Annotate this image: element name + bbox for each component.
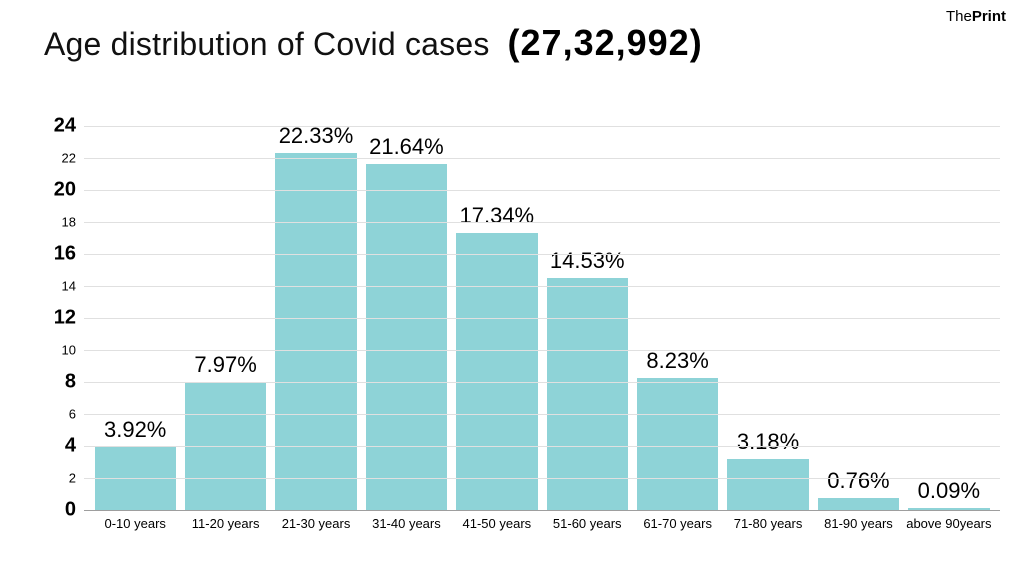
bar-slot: 3.18% <box>723 110 813 510</box>
title-block: Age distribution of Covid cases (27,32,9… <box>44 22 703 64</box>
bar-value-label: 0.76% <box>827 468 889 498</box>
bar-value-label: 0.09% <box>918 478 980 508</box>
x-tick-label: 11-20 years <box>180 510 270 550</box>
x-tick-label: above 90years <box>904 510 994 550</box>
brand-logo: ThePrint <box>946 8 1006 25</box>
y-tick-label: 0 <box>40 499 76 522</box>
x-tick-label: 81-90 years <box>813 510 903 550</box>
bar-slot: 17.34% <box>452 110 542 510</box>
y-tick-label: 6 <box>40 407 76 422</box>
x-tick-label: 41-50 years <box>452 510 542 550</box>
x-tick-label: 51-60 years <box>542 510 632 550</box>
bar-slot: 0.76% <box>813 110 903 510</box>
bar-value-label: 17.34% <box>460 203 535 233</box>
y-tick-label: 12 <box>40 307 76 330</box>
plot-area: 3.92%7.97%22.33%21.64%17.34%14.53%8.23%3… <box>84 110 1000 510</box>
gridline <box>84 126 1000 127</box>
y-tick-label: 10 <box>40 343 76 358</box>
gridline <box>84 446 1000 447</box>
gridline <box>84 414 1000 415</box>
bar-slot: 3.92% <box>90 110 180 510</box>
y-tick-label: 8 <box>40 371 76 394</box>
x-tick-label: 71-80 years <box>723 510 813 550</box>
x-tick-label: 61-70 years <box>632 510 722 550</box>
brand-suffix: Print <box>972 8 1006 25</box>
bar-slot: 8.23% <box>632 110 722 510</box>
y-tick-label: 22 <box>40 151 76 166</box>
x-tick-label: 0-10 years <box>90 510 180 550</box>
bar-slot: 21.64% <box>361 110 451 510</box>
bar: 8.23% <box>637 378 718 510</box>
gridline <box>84 382 1000 383</box>
x-axis-labels: 0-10 years11-20 years21-30 years31-40 ye… <box>84 510 1000 550</box>
gridline <box>84 254 1000 255</box>
bar: 22.33% <box>275 153 356 510</box>
y-tick-label: 4 <box>40 435 76 458</box>
bar: 3.18% <box>727 459 808 510</box>
bar-value-label: 8.23% <box>646 348 708 378</box>
bar-value-label: 3.92% <box>104 417 166 447</box>
bar: 0.76% <box>818 498 899 510</box>
bar-value-label: 7.97% <box>194 352 256 382</box>
chart-total: (27,32,992) <box>508 22 703 64</box>
y-tick-label: 18 <box>40 215 76 230</box>
gridline <box>84 158 1000 159</box>
chart-title: Age distribution of Covid cases <box>44 26 490 63</box>
bar: 21.64% <box>366 164 447 510</box>
gridline <box>84 318 1000 319</box>
bar-value-label: 22.33% <box>279 123 354 153</box>
bar-slot: 22.33% <box>271 110 361 510</box>
x-tick-label: 21-30 years <box>271 510 361 550</box>
bar-slot: 7.97% <box>180 110 270 510</box>
y-tick-label: 16 <box>40 243 76 266</box>
bar-value-label: 3.18% <box>737 429 799 459</box>
y-axis: 048121620242610141822 <box>40 110 84 510</box>
brand-prefix: The <box>946 8 972 25</box>
gridline <box>84 222 1000 223</box>
gridline <box>84 350 1000 351</box>
bar-slot: 0.09% <box>904 110 994 510</box>
gridline <box>84 478 1000 479</box>
gridline <box>84 190 1000 191</box>
y-tick-label: 14 <box>40 279 76 294</box>
bars-container: 3.92%7.97%22.33%21.64%17.34%14.53%8.23%3… <box>84 110 1000 510</box>
gridline <box>84 286 1000 287</box>
chart-area: 048121620242610141822 3.92%7.97%22.33%21… <box>40 110 1000 550</box>
bar-slot: 14.53% <box>542 110 632 510</box>
y-tick-label: 2 <box>40 471 76 486</box>
bar-value-label: 21.64% <box>369 134 444 164</box>
bar: 17.34% <box>456 233 537 510</box>
bar-value-label: 14.53% <box>550 248 625 278</box>
x-tick-label: 31-40 years <box>361 510 451 550</box>
y-tick-label: 20 <box>40 179 76 202</box>
y-tick-label: 24 <box>40 115 76 138</box>
bar: 14.53% <box>547 278 628 510</box>
